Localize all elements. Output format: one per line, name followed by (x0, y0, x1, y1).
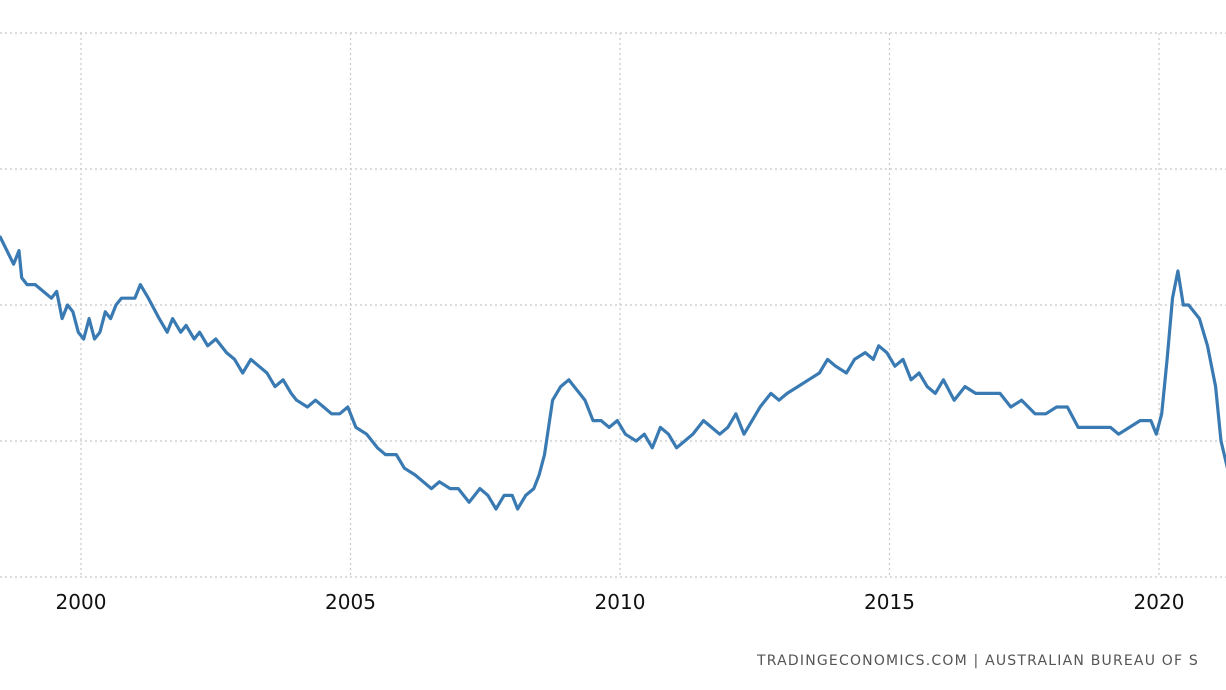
x-tick-label: 2020 (1134, 590, 1185, 614)
vertical-gridlines (80, 33, 1160, 577)
x-tick-label: 2005 (325, 590, 376, 614)
x-tick-label: 2000 (56, 590, 107, 614)
horizontal-gridlines (0, 32, 1226, 578)
x-axis-tick-labels: 2000 2005 2010 2015 2020 (56, 590, 1185, 614)
source-attribution: TRADINGECONOMICS.COM | AUSTRALIAN BUREAU… (757, 653, 1200, 669)
x-tick-label: 2010 (595, 590, 646, 614)
series-layer (0, 235, 1226, 511)
x-tick-label: 2015 (864, 590, 915, 614)
series-line (0, 235, 1226, 511)
